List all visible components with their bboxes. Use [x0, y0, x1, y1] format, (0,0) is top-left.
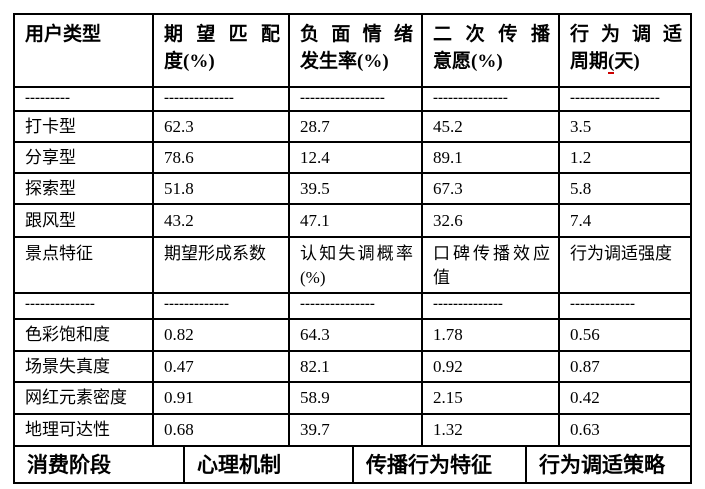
- main-table: 用户类型 期望匹配 度(%) 负面情绪 发生率(%) 二次传播 意愿(%) 行为调适 …: [13, 13, 692, 447]
- header-text: 天): [614, 51, 640, 72]
- separator-cell: -------------: [152, 292, 290, 320]
- value-cell: 47.1: [288, 203, 423, 238]
- header-text: 周期: [570, 51, 609, 72]
- header-cell-user-type: 用户类型: [13, 13, 154, 88]
- value-cell: 3.5: [558, 110, 692, 143]
- value-cell: 0.82: [152, 318, 290, 352]
- value-cell: 89.1: [421, 141, 560, 174]
- value-cell: 0.63: [558, 413, 692, 447]
- row-label-cell: 探索型: [13, 172, 154, 205]
- header-cell-expectation-match: 期望匹配 度(%): [152, 13, 290, 88]
- value-cell: 0.56: [558, 318, 692, 352]
- footer-table: 消费阶段 心理机制 传播行为特征 行为调适策略: [13, 445, 692, 484]
- value-cell: 45.2: [421, 110, 560, 143]
- value-cell: 67.3: [421, 172, 560, 205]
- row-label-cell: 场景失真度: [13, 350, 154, 383]
- mid-header-row: 景点特征 期望形成系数 认知失调概率 (%) 口碑传播效应值 行为调适强度: [13, 236, 692, 294]
- row-label-cell: 色彩饱和度: [13, 318, 154, 352]
- table-row: 场景失真度 0.47 82.1 0.92 0.87: [13, 350, 692, 383]
- mid-header-cell-adjustment-intensity: 行为调适强度: [558, 236, 692, 294]
- value-cell: 0.42: [558, 381, 692, 415]
- table-row: 色彩饱和度 0.82 64.3 1.78 0.56: [13, 318, 692, 352]
- value-cell: 0.87: [558, 350, 692, 383]
- value-cell: 51.8: [152, 172, 290, 205]
- header-cell-negative-emotion: 负面情绪 发生率(%): [288, 13, 423, 88]
- mid-header-cell-expectation-coefficient: 期望形成系数: [152, 236, 290, 294]
- mid-header-cell-word-of-mouth: 口碑传播效应值: [421, 236, 560, 294]
- row-label-cell: 网红元素密度: [13, 381, 154, 415]
- value-cell: 1.78: [421, 318, 560, 352]
- header-row: 用户类型 期望匹配 度(%) 负面情绪 发生率(%) 二次传播 意愿(%) 行为调适 …: [13, 13, 692, 88]
- footer-cell-psych-mechanism: 心理机制: [183, 445, 354, 484]
- separator-cell: --------------: [152, 86, 290, 112]
- separator-cell: --------------: [421, 292, 560, 320]
- footer-cell-adjustment-strategy: 行为调适策略: [525, 445, 692, 484]
- value-cell: 39.7: [288, 413, 423, 447]
- header-cell-adjustment-cycle: 行为调适 周期(天): [558, 13, 692, 88]
- mid-header-cell-cognitive-dissonance: 认知失调概率 (%): [288, 236, 423, 294]
- value-cell: 28.7: [288, 110, 423, 143]
- spellcheck-underline: (: [608, 51, 615, 74]
- separator-cell: ------------------: [558, 86, 692, 112]
- row-label-cell: 分享型: [13, 141, 154, 174]
- value-cell: 5.8: [558, 172, 692, 205]
- value-cell: 0.92: [421, 350, 560, 383]
- value-cell: 7.4: [558, 203, 692, 238]
- row-label-cell: 地理可达性: [13, 413, 154, 447]
- table-row: 网红元素密度 0.91 58.9 2.15 0.42: [13, 381, 692, 415]
- value-cell: 1.2: [558, 141, 692, 174]
- separator-cell: -----------------: [288, 86, 423, 112]
- value-cell: 39.5: [288, 172, 423, 205]
- data-table: 用户类型 期望匹配 度(%) 负面情绪 发生率(%) 二次传播 意愿(%) 行为调适 …: [13, 13, 692, 484]
- value-cell: 0.91: [152, 381, 290, 415]
- separator-row: --------- -------------- ---------------…: [13, 86, 692, 112]
- table-row: 跟风型 43.2 47.1 32.6 7.4: [13, 203, 692, 238]
- separator-row: -------------- ------------- -----------…: [13, 292, 692, 320]
- footer-cell-consumption-stage: 消费阶段: [13, 445, 185, 484]
- row-label-cell: 打卡型: [13, 110, 154, 143]
- table-row: 探索型 51.8 39.5 67.3 5.8: [13, 172, 692, 205]
- value-cell: 0.68: [152, 413, 290, 447]
- value-cell: 43.2: [152, 203, 290, 238]
- separator-cell: ---------------: [288, 292, 423, 320]
- table-row: 地理可达性 0.68 39.7 1.32 0.63: [13, 413, 692, 447]
- row-label-cell: 跟风型: [13, 203, 154, 238]
- value-cell: 1.32: [421, 413, 560, 447]
- table-row: 打卡型 62.3 28.7 45.2 3.5: [13, 110, 692, 143]
- footer-row: 消费阶段 心理机制 传播行为特征 行为调适策略: [13, 445, 692, 484]
- value-cell: 82.1: [288, 350, 423, 383]
- mid-header-cell-scenic-feature: 景点特征: [13, 236, 154, 294]
- footer-cell-spread-behavior: 传播行为特征: [352, 445, 527, 484]
- value-cell: 2.15: [421, 381, 560, 415]
- separator-cell: --------------: [13, 292, 154, 320]
- value-cell: 58.9: [288, 381, 423, 415]
- value-cell: 32.6: [421, 203, 560, 238]
- value-cell: 78.6: [152, 141, 290, 174]
- separator-cell: ---------: [13, 86, 154, 112]
- separator-cell: ---------------: [421, 86, 560, 112]
- separator-cell: -------------: [558, 292, 692, 320]
- value-cell: 0.47: [152, 350, 290, 383]
- value-cell: 64.3: [288, 318, 423, 352]
- value-cell: 62.3: [152, 110, 290, 143]
- table-row: 分享型 78.6 12.4 89.1 1.2: [13, 141, 692, 174]
- header-cell-secondary-spread: 二次传播 意愿(%): [421, 13, 560, 88]
- value-cell: 12.4: [288, 141, 423, 174]
